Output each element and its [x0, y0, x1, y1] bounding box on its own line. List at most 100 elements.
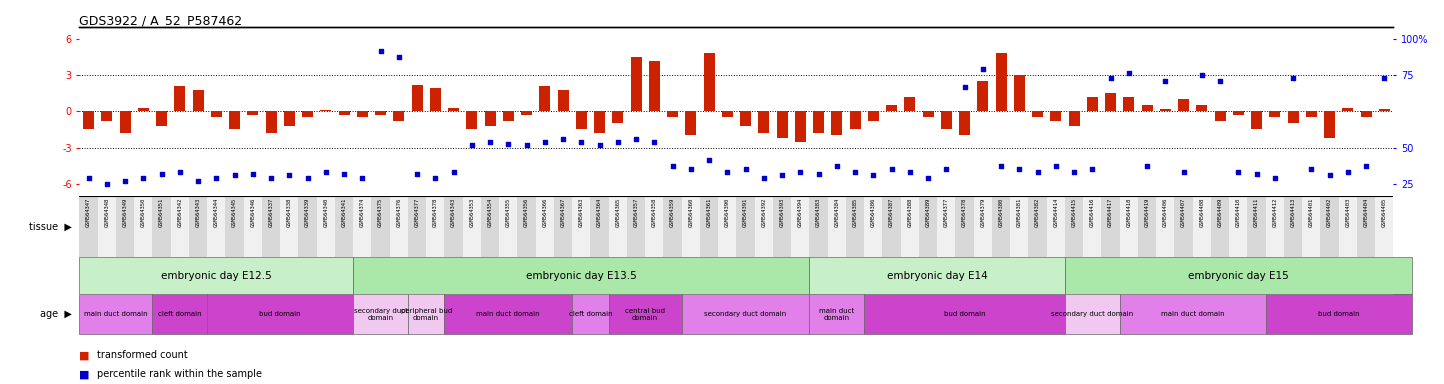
Point — [1099, 74, 1122, 81]
Bar — [156, 111, 168, 126]
Bar — [813, 111, 825, 133]
Bar — [791, 196, 810, 257]
Bar — [1087, 97, 1097, 111]
Point — [533, 139, 556, 145]
Text: GSM564385: GSM564385 — [852, 198, 858, 227]
Text: GSM564379: GSM564379 — [980, 198, 985, 227]
Bar — [864, 294, 1064, 334]
Text: GSM564390: GSM564390 — [725, 198, 729, 227]
Bar — [755, 196, 773, 257]
Bar — [170, 196, 189, 257]
Text: age  ▶: age ▶ — [40, 309, 72, 319]
Point — [697, 157, 721, 163]
Point — [752, 175, 775, 181]
Point — [461, 142, 484, 148]
Bar — [1214, 111, 1226, 121]
Point — [516, 142, 539, 148]
Text: embryonic day E12.5: embryonic day E12.5 — [160, 271, 271, 281]
Bar — [1251, 111, 1262, 129]
Bar — [412, 85, 423, 111]
Point — [771, 172, 794, 179]
Bar — [1343, 108, 1353, 111]
Bar — [741, 111, 751, 126]
Bar — [1066, 196, 1083, 257]
Bar — [667, 111, 679, 118]
Bar — [1196, 105, 1207, 111]
Text: GSM564357: GSM564357 — [634, 198, 638, 227]
Bar — [722, 111, 732, 118]
Point — [387, 54, 410, 60]
Text: GSM564402: GSM564402 — [1327, 198, 1331, 227]
Point — [150, 171, 173, 177]
Bar — [1102, 196, 1119, 257]
Text: GSM564353: GSM564353 — [469, 198, 474, 227]
Bar — [1266, 294, 1412, 334]
Bar — [1050, 111, 1061, 121]
Text: GSM564415: GSM564415 — [1071, 198, 1077, 227]
Point — [1227, 169, 1251, 175]
Bar — [686, 111, 696, 136]
Text: GSM564378: GSM564378 — [962, 198, 967, 227]
Bar — [959, 111, 970, 136]
Point — [807, 171, 830, 177]
Bar — [777, 111, 787, 138]
Bar — [794, 111, 806, 142]
Bar — [407, 196, 426, 257]
Point — [606, 139, 630, 145]
Bar — [1302, 196, 1320, 257]
Bar — [700, 196, 718, 257]
Bar — [153, 196, 170, 257]
Bar — [1266, 196, 1284, 257]
Bar — [189, 196, 206, 257]
Bar — [448, 108, 459, 111]
Text: GSM564418: GSM564418 — [1126, 198, 1131, 227]
Text: transformed count: transformed count — [97, 350, 188, 360]
Point — [1300, 166, 1323, 172]
Point — [95, 181, 118, 187]
Text: secondary duct domain: secondary duct domain — [1051, 311, 1134, 317]
Text: GSM564419: GSM564419 — [1145, 198, 1149, 227]
Bar — [810, 257, 1064, 294]
Bar — [1193, 196, 1212, 257]
Bar — [557, 89, 569, 111]
Text: tissue  ▶: tissue ▶ — [29, 222, 72, 232]
Bar — [466, 111, 478, 129]
Text: main duct domain: main duct domain — [477, 311, 540, 317]
Point — [643, 139, 666, 145]
Point — [624, 136, 647, 142]
Bar — [1105, 93, 1116, 111]
Text: GSM564349: GSM564349 — [123, 198, 127, 227]
Bar — [1233, 111, 1243, 115]
Bar — [827, 196, 846, 257]
Bar — [316, 196, 335, 257]
Point — [1281, 74, 1304, 81]
Bar — [335, 196, 354, 257]
Point — [169, 169, 192, 175]
Bar — [120, 111, 130, 133]
Text: GSM564392: GSM564392 — [761, 198, 767, 227]
Text: GSM564348: GSM564348 — [104, 198, 110, 227]
Bar — [1157, 196, 1174, 257]
Bar — [116, 196, 134, 257]
Text: GSM564375: GSM564375 — [378, 198, 383, 227]
Bar — [354, 257, 810, 294]
Point — [1190, 72, 1213, 78]
Point — [1008, 166, 1031, 172]
Bar — [682, 196, 700, 257]
Text: GSM564351: GSM564351 — [159, 198, 165, 227]
Bar — [481, 196, 500, 257]
Bar — [1011, 196, 1028, 257]
Bar — [1123, 97, 1135, 111]
Bar — [572, 294, 609, 334]
Bar — [426, 196, 445, 257]
Bar — [462, 196, 481, 257]
Bar — [1047, 196, 1066, 257]
Bar — [521, 111, 531, 115]
Bar — [1248, 196, 1266, 257]
Text: secondary duct
domain: secondary duct domain — [354, 308, 407, 321]
Point — [953, 84, 976, 90]
Bar — [79, 257, 354, 294]
Point — [260, 175, 283, 181]
Bar — [1339, 196, 1357, 257]
Bar — [1142, 105, 1152, 111]
